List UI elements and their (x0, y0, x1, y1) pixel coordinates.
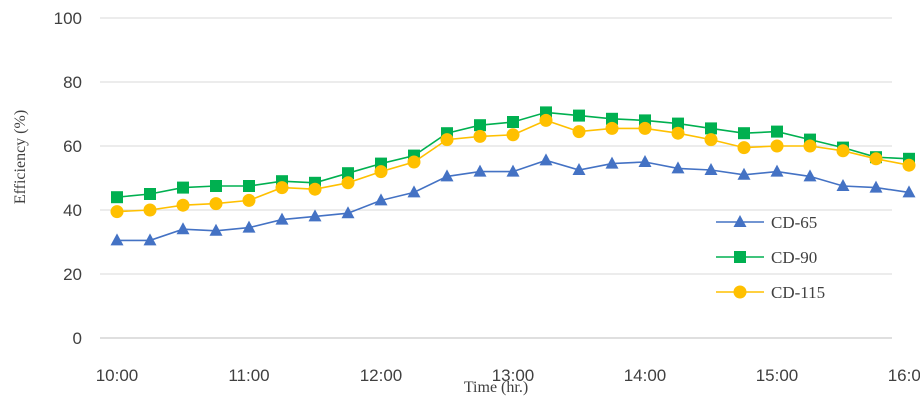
legend-marker (733, 215, 747, 227)
data-point (605, 121, 619, 135)
legend-label: CD-65 (771, 213, 817, 232)
data-point (374, 193, 388, 206)
data-point (110, 205, 124, 219)
data-series (110, 106, 916, 246)
data-point (308, 209, 322, 222)
data-point (242, 193, 256, 207)
data-point (671, 161, 685, 174)
data-point (111, 191, 123, 204)
y-tick-label: 0 (73, 329, 82, 348)
y-tick-label: 60 (63, 137, 82, 156)
data-point (176, 198, 190, 212)
data-point (275, 212, 289, 225)
y-tick-label: 80 (63, 73, 82, 92)
data-point (177, 181, 189, 194)
data-point (671, 126, 685, 140)
data-point (606, 112, 618, 125)
x-tick-label: 13:00 (492, 366, 535, 385)
data-point (342, 167, 354, 180)
data-point (573, 109, 585, 122)
data-point (539, 113, 553, 127)
data-point (473, 164, 487, 177)
data-point (737, 167, 751, 180)
y-tick-label: 20 (63, 265, 82, 284)
x-tick-labels: 10:00 11:00 12:00 13:00 14:00 15:00 16:00 (96, 366, 920, 385)
data-point (572, 163, 586, 175)
data-point (209, 197, 223, 211)
data-point (110, 233, 124, 246)
x-tick-label: 11:00 (228, 366, 269, 385)
series-cd-90 (111, 106, 915, 204)
y-axis-title: Efficiency (%) (12, 110, 29, 204)
data-point (803, 139, 817, 153)
data-point (143, 233, 157, 246)
data-point (506, 164, 520, 177)
data-point (737, 141, 751, 155)
data-point (440, 169, 454, 182)
data-point (144, 188, 156, 200)
data-point (902, 158, 916, 172)
data-point (242, 220, 256, 233)
data-point (407, 155, 421, 169)
legend-item: CD-90 (716, 248, 817, 267)
data-point (341, 206, 355, 219)
legend-item: CD-115 (716, 283, 825, 302)
data-point (210, 180, 222, 192)
data-point (507, 116, 519, 128)
data-point (869, 152, 883, 166)
data-point (704, 163, 718, 175)
data-point (572, 125, 586, 139)
legend: CD-65 CD-90 CD-115 (716, 213, 825, 302)
data-point (374, 165, 388, 179)
data-point (803, 169, 817, 182)
data-point (672, 117, 684, 130)
x-tick-label: 12:00 (360, 366, 403, 385)
data-point (440, 133, 454, 147)
data-point (771, 125, 783, 138)
data-point (209, 223, 223, 236)
data-point (836, 179, 850, 191)
data-point (869, 180, 883, 193)
gridlines (100, 17, 892, 275)
data-point (638, 155, 652, 167)
legend-item: CD-65 (716, 213, 817, 232)
data-point (770, 164, 784, 177)
data-point (243, 180, 255, 192)
series-cd-65 (110, 153, 916, 246)
data-point (705, 122, 717, 135)
data-point (308, 182, 322, 196)
data-point (902, 185, 916, 198)
y-tick-labels: 0 20 40 60 80 100 (54, 9, 82, 348)
data-point (474, 119, 486, 132)
y-tick-label: 100 (54, 9, 82, 28)
data-point (638, 121, 652, 135)
series-cd-115 (110, 113, 916, 219)
data-point (539, 153, 553, 166)
legend-label: CD-90 (771, 248, 817, 267)
legend-label: CD-115 (771, 283, 825, 302)
y-tick-label: 40 (63, 201, 82, 220)
x-tick-label: 10:00 (96, 366, 139, 385)
data-point (770, 139, 784, 153)
data-point (506, 128, 520, 142)
data-point (738, 127, 750, 140)
data-point (704, 133, 718, 147)
x-tick-label: 16:00 (888, 366, 920, 385)
data-point (341, 176, 355, 190)
data-point (275, 181, 289, 195)
data-point (143, 203, 157, 217)
x-tick-label: 15:00 (756, 366, 799, 385)
data-point (176, 222, 190, 235)
data-point (473, 129, 487, 143)
x-axis-title: Time (hr.) (464, 379, 528, 396)
data-point (407, 185, 421, 198)
x-tick-label: 14:00 (624, 366, 667, 385)
data-point (605, 156, 619, 169)
legend-marker (733, 285, 747, 299)
legend-marker (734, 251, 746, 263)
data-point (836, 144, 850, 158)
